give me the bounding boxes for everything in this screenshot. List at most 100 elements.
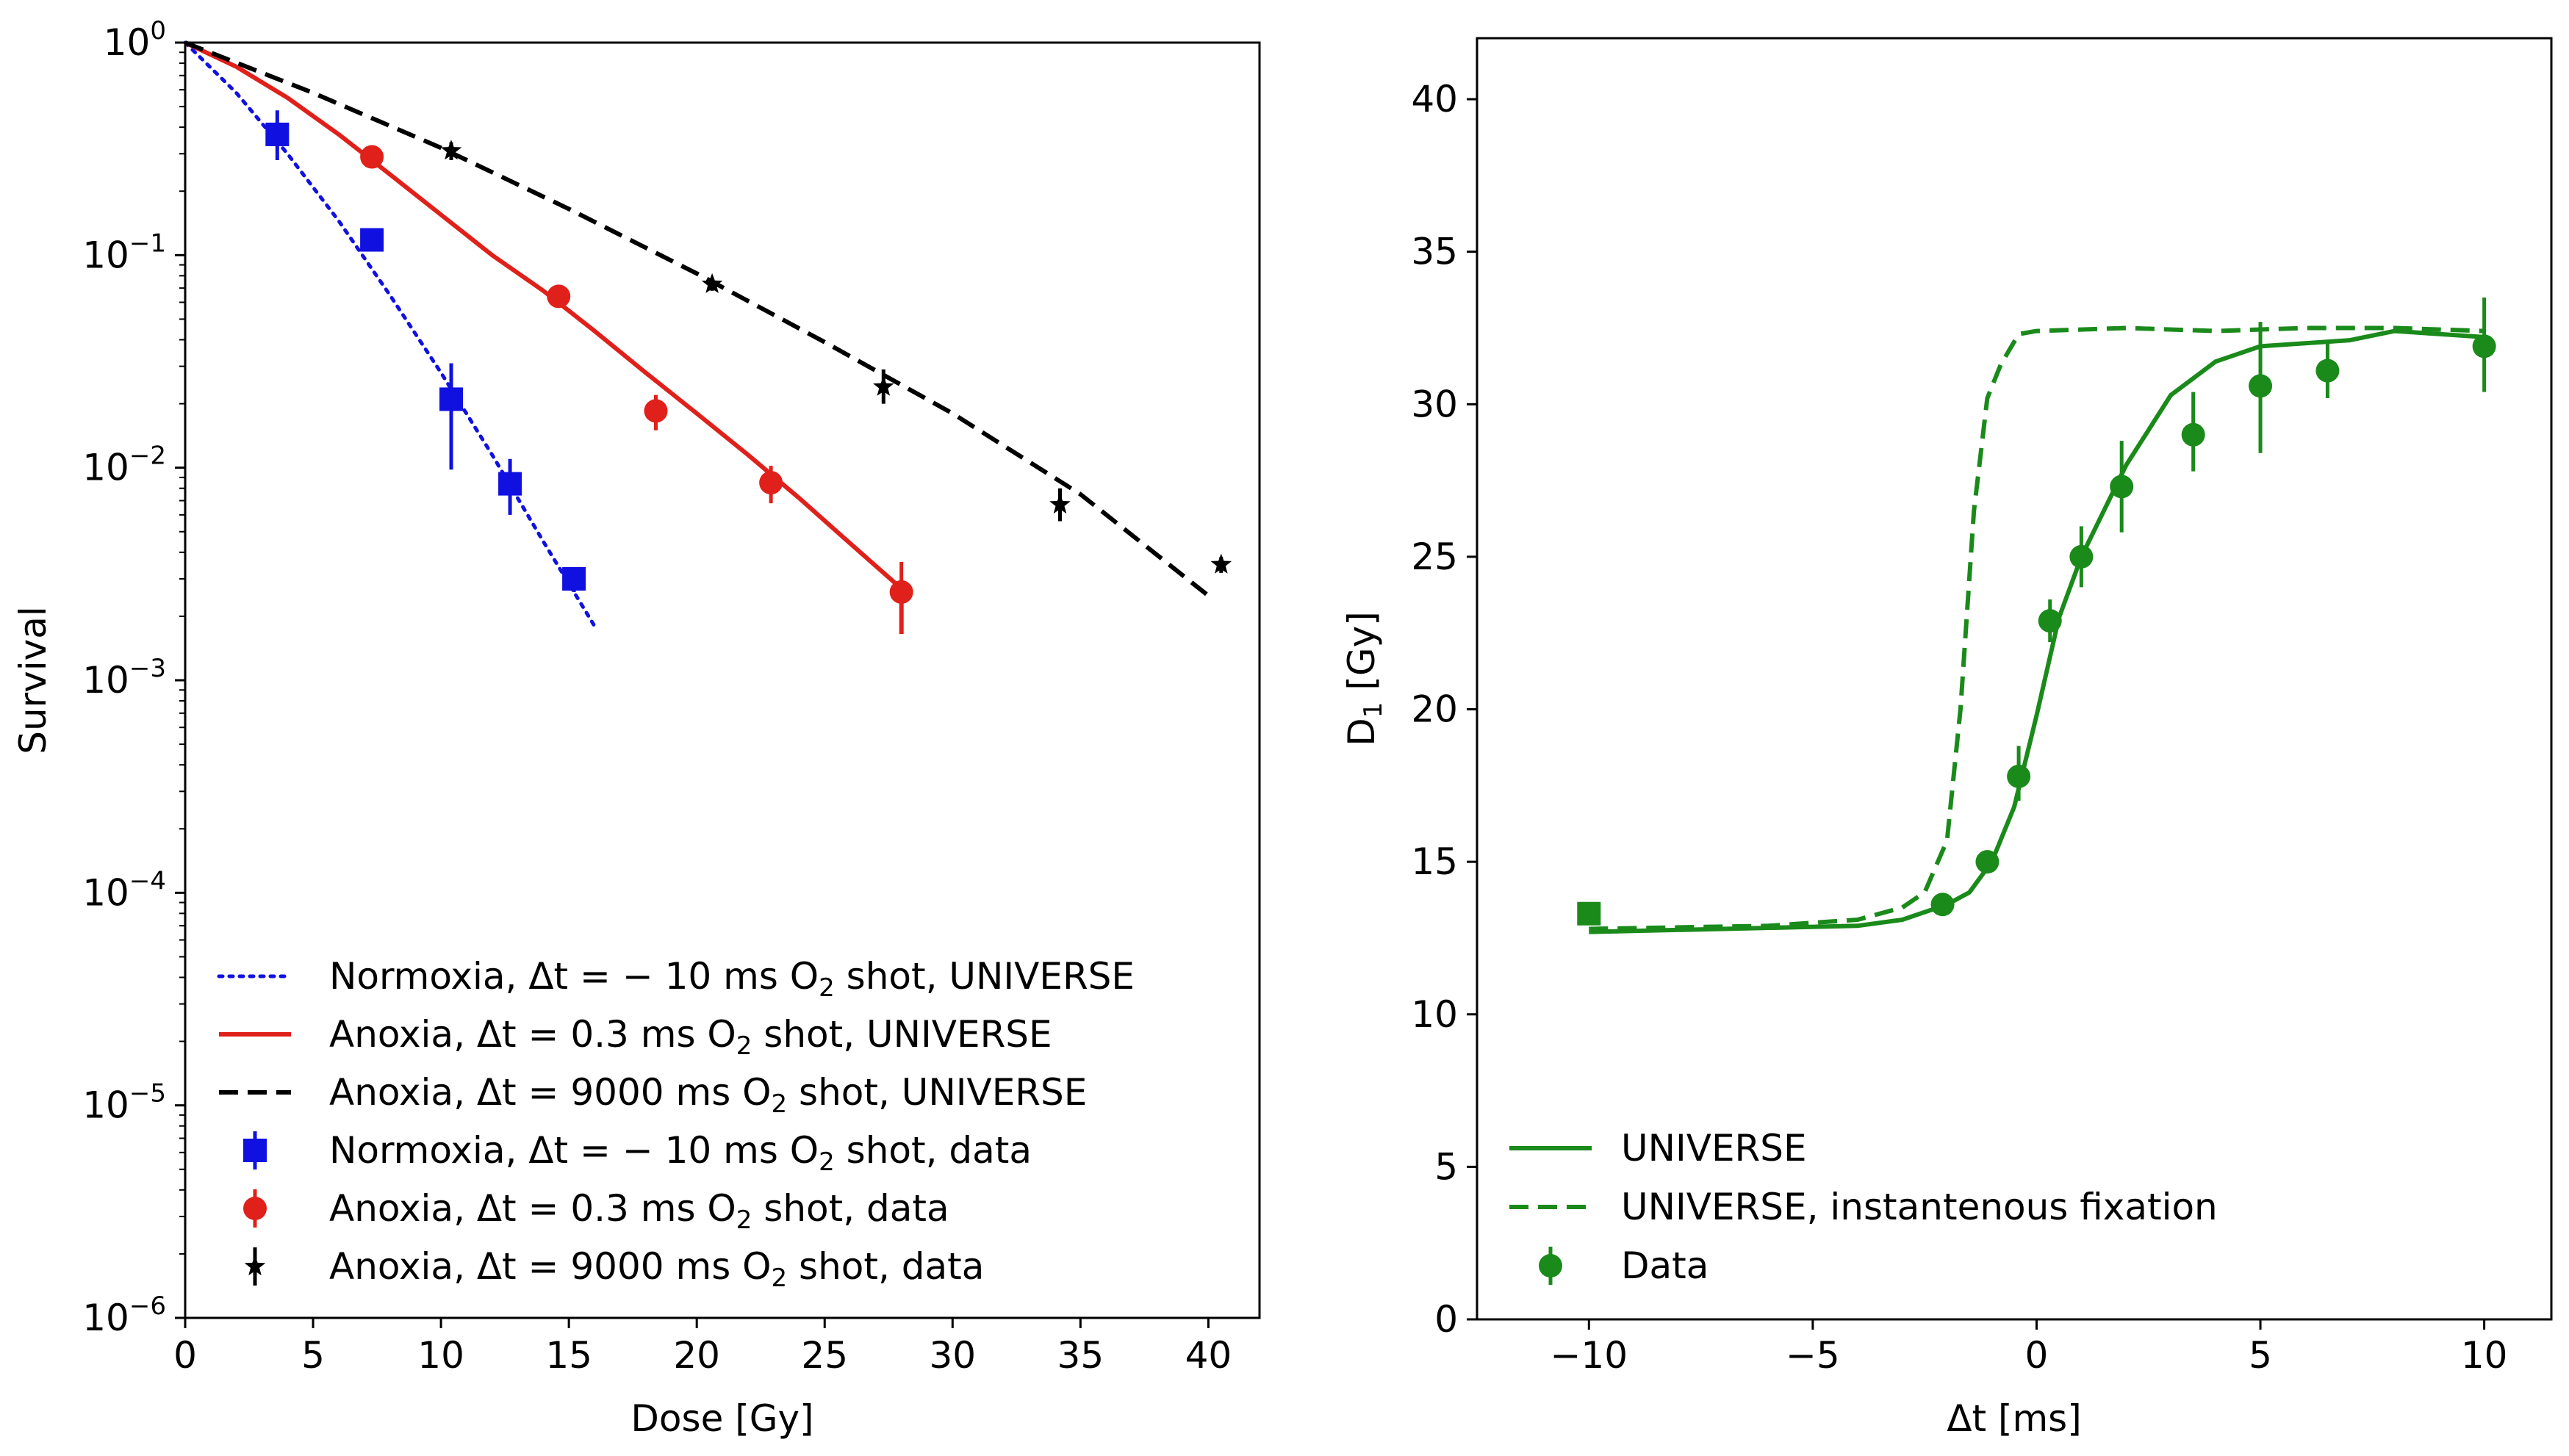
survival-legend-item-5-label-subscript: 2 bbox=[736, 1205, 752, 1235]
survival-legend-item-1-label-subscript: 2 bbox=[819, 973, 835, 1003]
survival-y-tick-base-1: 10 bbox=[104, 21, 151, 64]
survival-y-tick-label-7: 10−6 bbox=[82, 1291, 166, 1339]
d1-legend-item-3-handle-marker bbox=[1539, 1254, 1562, 1277]
survival-series-3-line bbox=[184, 40, 1210, 598]
d1-legend: UNIVERSE UNIVERSE, instantenous fixation D… bbox=[1509, 1127, 2218, 1287]
survival-series-4-point-1 bbox=[265, 122, 290, 146]
d1-y-tick-label-5: 20 bbox=[1411, 688, 1458, 731]
survival-legend-item-4-label: Normoxia, Δt = − 10 ms O2 shot, data bbox=[329, 1129, 1032, 1177]
d1-series-3-point-2 bbox=[1975, 850, 1999, 874]
d1-series-3-point-4 bbox=[2038, 609, 2062, 633]
d1-x-tick-label-3: 0 bbox=[2025, 1334, 2049, 1377]
survival-y-tick-base-4: 10 bbox=[82, 659, 129, 702]
survival-series-4-point-2 bbox=[360, 228, 384, 252]
survival-y-tick-exponent-5: −4 bbox=[129, 866, 166, 895]
survival-series-6-point-1 bbox=[440, 140, 462, 160]
survival-x-tick-label-8: 35 bbox=[1057, 1334, 1104, 1377]
d1-series-layer bbox=[1577, 297, 2496, 934]
d1-y-tick-label-4: 15 bbox=[1411, 840, 1458, 883]
d1-x-tick-label-2: −5 bbox=[1786, 1334, 1840, 1377]
survival-legend-item-4-label-subscript: 2 bbox=[819, 1147, 835, 1177]
survival-legend-item-3-label-main: Anoxia, Δt = 9000 ms O bbox=[329, 1071, 772, 1114]
d1-y-axis-label-main: D bbox=[1340, 718, 1383, 746]
d1-y-tick-label-8: 35 bbox=[1411, 231, 1458, 273]
survival-series-6-point-4 bbox=[1049, 494, 1071, 514]
survival-legend-item-1-label-tail: shot, UNIVERSE bbox=[835, 955, 1135, 998]
survival-legend-item-1-label-main: Normoxia, Δt = − 10 ms O bbox=[329, 955, 819, 998]
survival-y-tick-base-7: 10 bbox=[82, 1297, 129, 1339]
survival-x-tick-label-7: 30 bbox=[929, 1334, 976, 1377]
d1-series-3-point-1 bbox=[1930, 893, 1955, 917]
survival-series-5-point-5 bbox=[889, 580, 913, 604]
survival-y-tick-label-5: 10−4 bbox=[82, 866, 166, 914]
survival-legend-item-5-handle-marker bbox=[243, 1197, 267, 1220]
d1-y-axis-label-tail: [Gy] bbox=[1340, 611, 1383, 702]
survival-legend-item-3-label-subscript: 2 bbox=[772, 1089, 788, 1119]
survival-series-layer bbox=[183, 40, 1232, 635]
survival-x-tick-label-2: 5 bbox=[301, 1334, 325, 1377]
survival-y-tick-exponent-2: −1 bbox=[129, 228, 166, 258]
d1-y-tick-label-2: 5 bbox=[1434, 1145, 1458, 1188]
survival-x-tick-label-3: 10 bbox=[417, 1334, 464, 1377]
survival-y-tick-exponent-4: −3 bbox=[129, 654, 166, 683]
d1-series-1-line bbox=[1589, 328, 2484, 934]
survival-y-tick-label-4: 10−3 bbox=[82, 654, 166, 702]
survival-y-tick-exponent-1: 0 bbox=[150, 16, 166, 46]
d1-series-4-point-1 bbox=[1577, 901, 1601, 926]
survival-y-tick-label-2: 10−1 bbox=[82, 228, 166, 276]
survival-y-axis-label: Survival bbox=[12, 606, 54, 754]
survival-x-tick-label-4: 15 bbox=[545, 1334, 592, 1377]
survival-x-axis-label: Dose [Gy] bbox=[630, 1397, 813, 1440]
survival-legend-item-2-label-tail: shot, UNIVERSE bbox=[752, 1013, 1052, 1056]
survival-legend-item-4-handle-marker bbox=[243, 1139, 267, 1162]
survival-y-tick-label-3: 10−2 bbox=[82, 442, 166, 489]
survival-legend-item-4-label-main: Normoxia, Δt = − 10 ms O bbox=[329, 1129, 819, 1172]
survival-legend-item-2-label-subscript: 2 bbox=[736, 1031, 752, 1061]
d1-x-tick-label-4: 5 bbox=[2249, 1334, 2272, 1377]
survival-series-4-point-4 bbox=[498, 472, 522, 496]
d1-x-tick-label-1: −10 bbox=[1551, 1334, 1628, 1377]
d1-y-tick-label-6: 25 bbox=[1411, 536, 1458, 578]
survival-series-5-point-2 bbox=[547, 284, 571, 309]
survival-y-tick-label-1: 100 bbox=[104, 16, 166, 64]
survival-chart: 0 5 10 15 20 25 30 35 40 10010−110−210−310−410−5… bbox=[12, 16, 1261, 1440]
survival-legend-item-6-handle-marker bbox=[244, 1255, 266, 1276]
survival-y-tick-exponent-3: −2 bbox=[129, 442, 166, 471]
survival-series-5-point-1 bbox=[360, 145, 384, 169]
survival-y-tick-exponent-7: −6 bbox=[129, 1291, 166, 1321]
d1-x-ticks: −10 −5 0 5 10 bbox=[1551, 1319, 2508, 1377]
d1-series-3-point-9 bbox=[2315, 358, 2340, 383]
survival-legend-item-5-label-tail: shot, data bbox=[752, 1187, 949, 1230]
survival-x-tick-label-1: 0 bbox=[173, 1334, 197, 1377]
survival-x-ticks: 0 5 10 15 20 25 30 35 40 bbox=[173, 1318, 1232, 1377]
d1-x-axis-label: Δt [ms] bbox=[1947, 1397, 2081, 1440]
d1-y-tick-label-1: 0 bbox=[1434, 1298, 1458, 1341]
d1-x-tick-label-5: 10 bbox=[2461, 1334, 2508, 1377]
survival-series-2-line bbox=[184, 40, 904, 635]
survival-y-tick-base-3: 10 bbox=[82, 447, 129, 489]
survival-x-tick-label-5: 20 bbox=[673, 1334, 720, 1377]
survival-x-tick-label-9: 40 bbox=[1185, 1334, 1232, 1377]
d1-series-3-point-10 bbox=[2472, 334, 2496, 358]
d1-legend-item-3-label: Data bbox=[1621, 1244, 1709, 1287]
survival-series-4-point-3 bbox=[439, 387, 464, 411]
d1-y-axis-label-subscript: 1 bbox=[1359, 702, 1388, 718]
d1-series-3-point-7 bbox=[2181, 422, 2205, 447]
survival-legend-item-6-label-main: Anoxia, Δt = 9000 ms O bbox=[329, 1245, 772, 1288]
d1-series-3-point-8 bbox=[2249, 374, 2273, 398]
survival-x-tick-label-6: 25 bbox=[801, 1334, 848, 1377]
d1-series-3-point-5 bbox=[2069, 544, 2094, 569]
survival-legend-item-3-label: Anoxia, Δt = 9000 ms O2 shot, UNIVERSE bbox=[329, 1071, 1087, 1119]
survival-legend-item-2-label: Anoxia, Δt = 0.3 ms O2 shot, UNIVERSE bbox=[329, 1013, 1052, 1061]
survival-y-tick-exponent-6: −5 bbox=[129, 1079, 166, 1109]
d1-y-axis-label: D1 [Gy] bbox=[1340, 611, 1388, 746]
survival-legend-item-1-label: Normoxia, Δt = − 10 ms O2 shot, UNIVERSE bbox=[329, 955, 1135, 1003]
survival-legend-item-2-label-main: Anoxia, Δt = 0.3 ms O bbox=[329, 1013, 736, 1056]
d1-plot-frame bbox=[1476, 37, 2553, 1321]
survival-series-6-point-2 bbox=[701, 273, 723, 293]
survival-legend-item-5-label-main: Anoxia, Δt = 0.3 ms O bbox=[329, 1187, 736, 1230]
d1-legend-item-1-label: UNIVERSE bbox=[1621, 1127, 1807, 1170]
d1-series-3-point-6 bbox=[2110, 475, 2134, 499]
